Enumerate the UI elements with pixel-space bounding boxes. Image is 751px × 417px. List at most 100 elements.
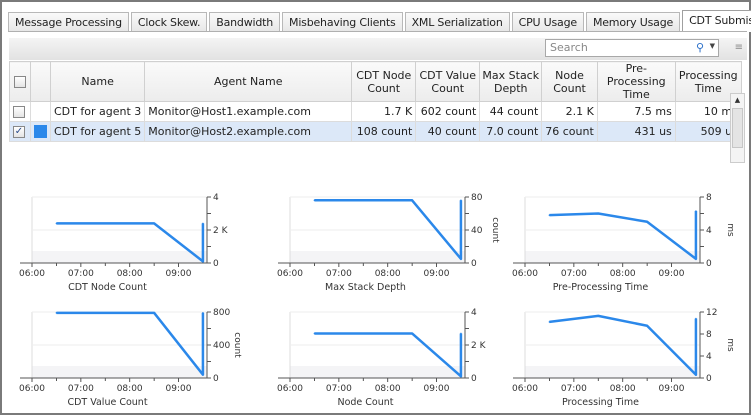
x-tick-label: 08:00 bbox=[610, 384, 636, 394]
y-tick-label: 400 bbox=[213, 341, 230, 351]
x-tick-label: 09:00 bbox=[659, 269, 685, 279]
scroll-thumb[interactable] bbox=[732, 108, 743, 148]
data-point bbox=[646, 220, 648, 223]
cell-name: CDT for agent 5 bbox=[49, 121, 146, 142]
table-row[interactable]: ✓ CDT for agent 5 Monitor@Host2.example.… bbox=[9, 121, 742, 142]
series-line bbox=[314, 332, 463, 378]
series-line bbox=[56, 222, 205, 263]
data-point bbox=[548, 214, 551, 216]
x-tick-label: 06:00 bbox=[512, 269, 538, 279]
y-tick-label: 4 bbox=[213, 193, 219, 203]
y-tick-label: 0 bbox=[213, 374, 219, 384]
tab-message-processing[interactable]: Message Processing bbox=[8, 12, 129, 32]
data-point bbox=[460, 332, 462, 335]
plot-band bbox=[32, 366, 207, 378]
tab-clock-skew[interactable]: Clock Skew. bbox=[130, 12, 208, 32]
x-tick-label: 07:00 bbox=[326, 384, 352, 394]
cell-pre: 431 us bbox=[596, 121, 676, 142]
x-tick-label: 08:00 bbox=[117, 269, 143, 279]
y-tick-label: 80 bbox=[471, 193, 483, 203]
x-tick-label: 08:00 bbox=[375, 269, 401, 279]
data-point bbox=[55, 312, 58, 314]
scroll-up-icon[interactable]: ▲ bbox=[734, 96, 741, 104]
data-point bbox=[695, 258, 697, 260]
x-tick-label: 06:00 bbox=[277, 384, 303, 394]
toolbar: Search ⚲ ▼ ≡ bbox=[9, 38, 747, 60]
cell-max-stack: 7.0 count bbox=[479, 121, 543, 142]
cell-cdt-node: 1.7 K bbox=[351, 101, 417, 122]
cell-proc: 509 us bbox=[674, 121, 742, 142]
column-chooser-icon[interactable]: ≡ bbox=[734, 42, 743, 53]
cdt-table: Name Agent Name CDT Node Count CDT Value… bbox=[9, 61, 742, 142]
y-tick-label: 8 bbox=[706, 193, 712, 203]
data-point bbox=[597, 212, 600, 215]
x-tick-label: 07:00 bbox=[68, 269, 94, 279]
row-checkbox[interactable] bbox=[13, 106, 25, 118]
data-point bbox=[153, 312, 155, 314]
y-tick-label: 0 bbox=[706, 374, 712, 384]
chart-title: Node Count bbox=[337, 397, 393, 408]
x-tick-label: 09:00 bbox=[424, 269, 450, 279]
y-tick-label: 0 bbox=[213, 259, 219, 269]
data-point bbox=[153, 222, 155, 225]
x-tick-label: 07:00 bbox=[561, 384, 587, 394]
plot-band bbox=[290, 366, 465, 378]
header-max-stack-depth[interactable]: Max Stack Depth bbox=[479, 61, 543, 102]
data-point bbox=[202, 260, 204, 263]
x-tick-label: 09:00 bbox=[166, 384, 192, 394]
x-tick-label: 08:00 bbox=[375, 384, 401, 394]
x-tick-label: 08:00 bbox=[117, 384, 143, 394]
header-cdt-node-count[interactable]: CDT Node Count bbox=[351, 61, 417, 102]
x-tick-label: 06:00 bbox=[512, 384, 538, 394]
plot-band bbox=[525, 366, 700, 378]
y-tick-label: 4 bbox=[706, 226, 712, 236]
data-point bbox=[202, 222, 204, 225]
data-point bbox=[460, 199, 462, 202]
data-point bbox=[202, 312, 204, 314]
chevron-down-icon[interactable]: ▼ bbox=[709, 42, 715, 50]
header-agent-name[interactable]: Agent Name bbox=[144, 61, 353, 102]
tab-cdt-submission[interactable]: CDT Submission bbox=[682, 10, 751, 32]
y-tick-label: 12 bbox=[706, 308, 717, 318]
header-name[interactable]: Name bbox=[49, 61, 146, 102]
magnifier-icon[interactable]: ⚲ bbox=[695, 41, 704, 54]
x-tick-label: 07:00 bbox=[68, 384, 94, 394]
y-tick-label: 2 K bbox=[471, 341, 487, 351]
data-point bbox=[695, 317, 697, 320]
x-tick-label: 09:00 bbox=[166, 269, 192, 279]
tab-cpu-usage[interactable]: CPU Usage bbox=[511, 12, 584, 32]
y-tick-label: 40 bbox=[471, 226, 483, 236]
select-all-checkbox[interactable] bbox=[14, 76, 26, 88]
header-node-count[interactable]: Node Count bbox=[541, 61, 598, 102]
data-point bbox=[313, 332, 316, 335]
chart-title: CDT Node Count bbox=[68, 282, 147, 293]
header-cdt-value-count[interactable]: CDT Value Count bbox=[415, 61, 481, 102]
tab-misbehaving-clients[interactable]: Misbehaving Clients bbox=[282, 12, 403, 32]
data-point bbox=[460, 258, 462, 260]
cell-max-stack: 44 count bbox=[479, 101, 543, 122]
table-header: Name Agent Name CDT Node Count CDT Value… bbox=[9, 61, 742, 102]
x-tick-label: 06:00 bbox=[19, 269, 45, 279]
data-point bbox=[313, 199, 316, 202]
data-point bbox=[411, 332, 413, 335]
select-all-header[interactable] bbox=[9, 61, 31, 102]
row-checkbox[interactable]: ✓ bbox=[13, 126, 25, 138]
tab-bandwidth[interactable]: Bandwidth bbox=[209, 12, 281, 32]
data-point bbox=[411, 199, 413, 202]
data-point bbox=[548, 321, 551, 323]
y-tick-label: 4 bbox=[706, 352, 712, 362]
plot-band bbox=[32, 251, 207, 263]
header-pre-processing-time[interactable]: Pre-Processing Time bbox=[596, 61, 676, 102]
y-tick-label: 8 bbox=[706, 330, 712, 340]
y-unit-label: count bbox=[232, 332, 242, 358]
plot-band bbox=[525, 251, 700, 263]
chart-title: Processing Time bbox=[562, 397, 639, 408]
search-input[interactable]: Search ⚲ ▼ bbox=[545, 39, 719, 57]
x-tick-label: 06:00 bbox=[277, 269, 303, 279]
tab-memory-usage[interactable]: Memory Usage bbox=[585, 12, 681, 32]
data-point bbox=[55, 222, 58, 225]
tab-xml-serialization[interactable]: XML Serialization bbox=[404, 12, 510, 32]
table-scrollbar[interactable]: ▲ bbox=[730, 93, 745, 163]
data-point bbox=[460, 375, 462, 378]
y-unit-label: ms bbox=[725, 338, 735, 352]
